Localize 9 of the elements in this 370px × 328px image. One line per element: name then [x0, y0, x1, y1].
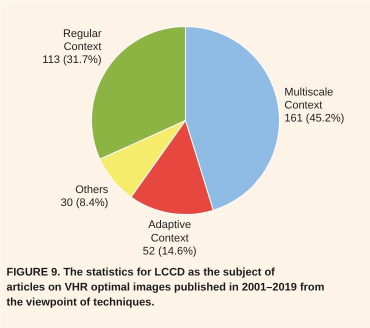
- slice-label: Multiscale Context: [284, 86, 334, 112]
- slice-label: Regular Context: [62, 28, 102, 54]
- slice-label: Others: [75, 184, 109, 196]
- slice-label: Adaptive Context: [148, 219, 192, 244]
- data-label: 52 (14.6%): [142, 246, 197, 258]
- data-label: 113 (31.7%): [42, 54, 102, 66]
- caption: FIGURE 9. The statistics for LCCD as the subject of articles on VHR optimal images published in 2001–2019 from the viewpoint of techniques.: [6, 266, 325, 308]
- data-label: 30 (8.4%): [60, 197, 108, 210]
- data-label: 161 (45.2%): [284, 112, 344, 125]
